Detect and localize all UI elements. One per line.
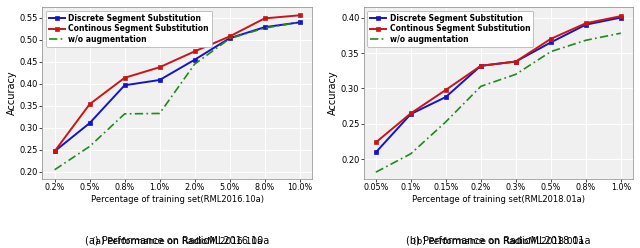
Y-axis label: Accuracy: Accuracy bbox=[328, 70, 338, 115]
Legend: Discrete Segment Substitution, Continous Segment Substitution, w/o augmentation: Discrete Segment Substitution, Continous… bbox=[367, 11, 533, 47]
Text: (a) Performance on RadioML2016.10a: (a) Performance on RadioML2016.10a bbox=[85, 235, 269, 245]
X-axis label: Percentage of training set(RML2018.01a): Percentage of training set(RML2018.01a) bbox=[412, 194, 585, 204]
Continous Segment Substitution bbox=[191, 50, 198, 53]
Continous Segment Substitution bbox=[512, 60, 520, 63]
Continous Segment Substitution bbox=[86, 103, 93, 106]
Discrete Segment Substitution bbox=[442, 95, 450, 98]
Continous Segment Substitution bbox=[617, 15, 625, 18]
w/o augmentation bbox=[582, 39, 589, 42]
Line: Discrete Segment Substitution: Discrete Segment Substitution bbox=[52, 20, 302, 154]
w/o augmentation bbox=[260, 27, 268, 30]
Continous Segment Substitution bbox=[260, 17, 268, 20]
w/o augmentation bbox=[372, 171, 380, 174]
Continous Segment Substitution bbox=[372, 141, 380, 144]
w/o augmentation bbox=[121, 112, 129, 115]
Discrete Segment Substitution bbox=[617, 16, 625, 19]
Discrete Segment Substitution bbox=[547, 41, 555, 44]
Continous Segment Substitution bbox=[226, 35, 234, 38]
w/o augmentation bbox=[156, 112, 163, 115]
Discrete Segment Substitution bbox=[86, 122, 93, 124]
Discrete Segment Substitution bbox=[582, 23, 589, 26]
Line: Continous Segment Substitution: Continous Segment Substitution bbox=[373, 14, 623, 145]
Discrete Segment Substitution bbox=[407, 113, 415, 116]
w/o augmentation bbox=[442, 120, 450, 123]
w/o augmentation bbox=[296, 21, 303, 24]
Continous Segment Substitution bbox=[407, 112, 415, 115]
Discrete Segment Substitution bbox=[512, 60, 520, 63]
Discrete Segment Substitution bbox=[191, 58, 198, 61]
Discrete Segment Substitution bbox=[51, 150, 58, 153]
Line: w/o augmentation: w/o augmentation bbox=[376, 33, 621, 172]
w/o augmentation bbox=[547, 50, 555, 53]
w/o augmentation bbox=[86, 145, 93, 148]
Legend: Discrete Segment Substitution, Continous Segment Substitution, w/o augmentation: Discrete Segment Substitution, Continous… bbox=[46, 11, 212, 47]
w/o augmentation bbox=[191, 63, 198, 66]
Discrete Segment Substitution bbox=[372, 151, 380, 154]
Title: (a) Performance on RadioML2016.10a: (a) Performance on RadioML2016.10a bbox=[92, 237, 262, 246]
w/o augmentation bbox=[226, 37, 234, 40]
Line: Continous Segment Substitution: Continous Segment Substitution bbox=[52, 13, 302, 154]
Line: w/o augmentation: w/o augmentation bbox=[54, 22, 300, 170]
Continous Segment Substitution bbox=[121, 76, 129, 79]
Continous Segment Substitution bbox=[547, 37, 555, 40]
w/o augmentation bbox=[617, 32, 625, 35]
Discrete Segment Substitution bbox=[296, 21, 303, 24]
Discrete Segment Substitution bbox=[226, 37, 234, 40]
Continous Segment Substitution bbox=[582, 22, 589, 25]
w/o augmentation bbox=[477, 85, 484, 88]
Title: (b) Performance on RadioML2018.01a: (b) Performance on RadioML2018.01a bbox=[413, 237, 584, 246]
Continous Segment Substitution bbox=[442, 89, 450, 92]
w/o augmentation bbox=[407, 152, 415, 155]
Y-axis label: Accuracy: Accuracy bbox=[7, 70, 17, 115]
Continous Segment Substitution bbox=[296, 14, 303, 17]
Continous Segment Substitution bbox=[51, 150, 58, 153]
w/o augmentation bbox=[512, 73, 520, 76]
Line: Discrete Segment Substitution: Discrete Segment Substitution bbox=[373, 15, 623, 155]
Text: (b) Performance on RadioML2018.01a: (b) Performance on RadioML2018.01a bbox=[406, 235, 591, 245]
Discrete Segment Substitution bbox=[121, 84, 129, 87]
Discrete Segment Substitution bbox=[156, 79, 163, 82]
Discrete Segment Substitution bbox=[477, 64, 484, 67]
Continous Segment Substitution bbox=[477, 64, 484, 67]
w/o augmentation bbox=[51, 168, 58, 171]
Discrete Segment Substitution bbox=[260, 26, 268, 29]
X-axis label: Percentage of training set(RML2016.10a): Percentage of training set(RML2016.10a) bbox=[91, 194, 264, 204]
Continous Segment Substitution bbox=[156, 66, 163, 69]
